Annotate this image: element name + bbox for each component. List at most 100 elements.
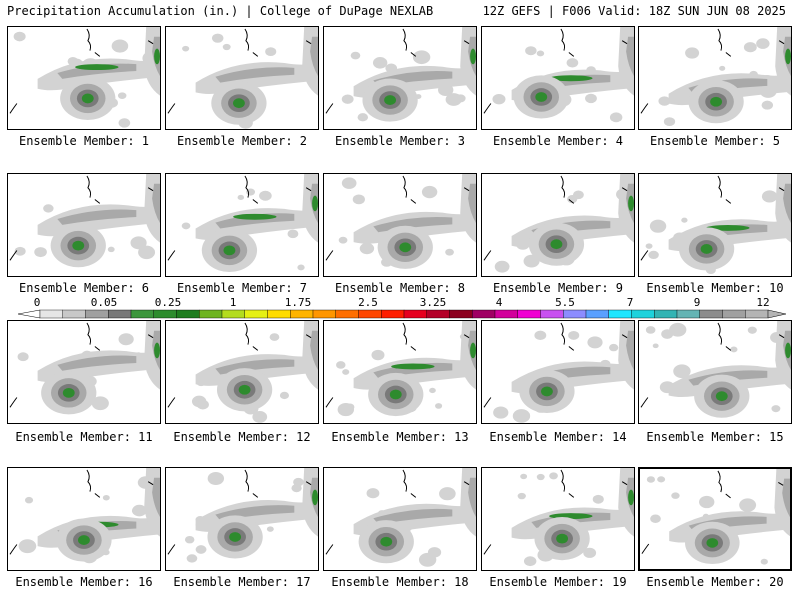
colorbar-segment bbox=[62, 309, 86, 319]
ensemble-panel-14[interactable] bbox=[481, 320, 635, 424]
colorbar-tick-label: 0.05 bbox=[90, 296, 118, 309]
colorbar-scale bbox=[17, 309, 787, 319]
colorbar-segment bbox=[335, 309, 359, 319]
precip-map bbox=[9, 27, 160, 128]
ensemble-panel-label: Ensemble Member: 16 bbox=[15, 575, 153, 589]
ensemble-panel-3[interactable] bbox=[323, 26, 477, 130]
precip-map bbox=[483, 321, 634, 423]
colorbar-segment bbox=[153, 309, 177, 319]
colorbar-segment bbox=[676, 309, 700, 319]
precip-map bbox=[483, 27, 634, 123]
colorbar-segment bbox=[472, 309, 496, 319]
ensemble-panel-18[interactable] bbox=[323, 467, 477, 571]
ensemble-panel-label: Ensemble Member: 17 bbox=[173, 575, 311, 589]
ensemble-panel-2[interactable] bbox=[165, 26, 319, 130]
ensemble-panel-label: Ensemble Member: 20 bbox=[646, 575, 784, 589]
precip-map bbox=[325, 321, 476, 417]
ensemble-panel-label: Ensemble Member: 4 bbox=[492, 134, 624, 148]
precip-map bbox=[167, 321, 318, 423]
ensemble-panel-label: Ensemble Member: 15 bbox=[646, 430, 784, 444]
colorbar-tick-label: 4 bbox=[495, 296, 503, 309]
colorbar-segment bbox=[585, 309, 609, 319]
ensemble-panel-19[interactable] bbox=[481, 467, 635, 571]
ensemble-panel-label: Ensemble Member: 3 bbox=[334, 134, 466, 148]
ensemble-panel-10[interactable] bbox=[638, 173, 792, 277]
ensemble-panel-20[interactable] bbox=[638, 467, 792, 571]
colorbar-segment bbox=[654, 309, 678, 319]
colorbar-segment bbox=[745, 309, 769, 319]
colorbar-tick-label: 0 bbox=[33, 296, 41, 309]
ensemble-panel-7[interactable] bbox=[165, 173, 319, 277]
colorbar-tick-label: 0.25 bbox=[154, 296, 182, 309]
ensemble-panel-5[interactable] bbox=[638, 26, 792, 130]
precip-map bbox=[9, 174, 160, 268]
precip-map bbox=[325, 174, 476, 269]
colorbar-segment bbox=[631, 309, 655, 319]
precip-map bbox=[641, 469, 790, 565]
ensemble-panel-label: Ensemble Member: 9 bbox=[492, 281, 624, 295]
colorbar-segment bbox=[608, 309, 632, 319]
ensemble-panel-17[interactable] bbox=[165, 467, 319, 571]
ensemble-panel-label: Ensemble Member: 5 bbox=[649, 134, 781, 148]
colorbar-tick-label: 2.5 bbox=[358, 296, 378, 309]
precip-map bbox=[167, 468, 318, 563]
colorbar-segment bbox=[39, 309, 63, 319]
ensemble-panel-6[interactable] bbox=[7, 173, 161, 277]
colorbar-segment bbox=[267, 309, 291, 319]
precip-map bbox=[483, 468, 634, 567]
colorbar-tick-label: 12 bbox=[756, 296, 770, 309]
ensemble-panel-12[interactable] bbox=[165, 320, 319, 424]
colorbar-segment bbox=[722, 309, 746, 319]
colorbar-tick-label: 1 bbox=[229, 296, 237, 309]
ensemble-panel-label: Ensemble Member: 6 bbox=[18, 281, 150, 295]
colorbar-segment bbox=[381, 309, 405, 319]
ensemble-panel-label: Ensemble Member: 18 bbox=[331, 575, 469, 589]
ensemble-panel-15[interactable] bbox=[638, 320, 792, 424]
ensemble-panel-11[interactable] bbox=[7, 320, 161, 424]
colorbar-segment bbox=[108, 309, 132, 319]
colorbar-segment bbox=[449, 309, 473, 319]
colorbar-tick-label: 7 bbox=[626, 296, 634, 309]
colorbar-segment bbox=[517, 309, 541, 319]
colorbar-segment bbox=[426, 309, 450, 319]
ensemble-panel-label: Ensemble Member: 2 bbox=[176, 134, 308, 148]
header-left-title: Precipitation Accumulation (in.) | Colle… bbox=[7, 4, 434, 18]
colorbar-tick-label: 5.5 bbox=[555, 296, 575, 309]
ensemble-panel-9[interactable] bbox=[481, 173, 635, 277]
colorbar-tick-label: 1.75 bbox=[284, 296, 312, 309]
precip-map bbox=[9, 321, 160, 415]
ensemble-panel-label: Ensemble Member: 10 bbox=[646, 281, 784, 295]
colorbar-segment bbox=[403, 309, 427, 319]
precip-map bbox=[640, 321, 791, 418]
colorbar-segment bbox=[85, 309, 109, 319]
colorbar-segment bbox=[244, 309, 268, 319]
precip-map bbox=[640, 27, 791, 127]
ensemble-panel-label: Ensemble Member: 14 bbox=[489, 430, 627, 444]
precip-map bbox=[9, 468, 160, 564]
ensemble-panel-8[interactable] bbox=[323, 173, 477, 277]
ensemble-panel-13[interactable] bbox=[323, 320, 477, 424]
ensemble-panel-4[interactable] bbox=[481, 26, 635, 130]
colorbar-segment bbox=[312, 309, 336, 319]
colorbar-segment bbox=[176, 309, 200, 319]
colorbar-segment bbox=[199, 309, 223, 319]
colorbar-segment bbox=[563, 309, 587, 319]
colorbar-segment bbox=[221, 309, 245, 319]
ensemble-panel-label: Ensemble Member: 19 bbox=[489, 575, 627, 589]
ensemble-panel-label: Ensemble Member: 12 bbox=[173, 430, 311, 444]
precip-map bbox=[483, 174, 634, 273]
colorbar-segment bbox=[290, 309, 314, 319]
colorbar: 0 0.05 0.25 1 1.75 2.5 3.25 4 5.5 7 9 12 bbox=[0, 296, 800, 320]
precip-map bbox=[167, 27, 318, 129]
colorbar-tick-label: 3.25 bbox=[419, 296, 447, 309]
ensemble-panel-label: Ensemble Member: 7 bbox=[176, 281, 308, 295]
precip-map bbox=[640, 174, 791, 275]
colorbar-segment bbox=[699, 309, 723, 319]
ensemble-panel-1[interactable] bbox=[7, 26, 161, 130]
ensemble-panel-16[interactable] bbox=[7, 467, 161, 571]
colorbar-segment bbox=[540, 309, 564, 319]
colorbar-segment bbox=[130, 309, 154, 319]
ensemble-panel-label: Ensemble Member: 8 bbox=[334, 281, 466, 295]
ensemble-panel-label: Ensemble Member: 1 bbox=[18, 134, 150, 148]
header-right-title: 12Z GEFS | F006 Valid: 18Z SUN JUN 08 20… bbox=[482, 4, 786, 18]
